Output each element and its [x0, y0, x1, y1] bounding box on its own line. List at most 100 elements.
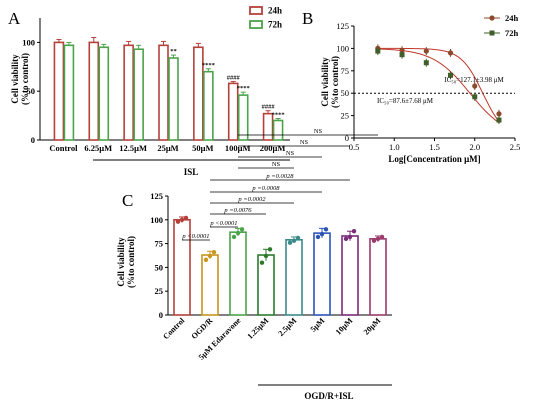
panel-c-x-tick-label: 5μM — [309, 316, 327, 334]
panel-b-point — [423, 48, 429, 54]
panel-c-comparison-label: p <0.0001 — [181, 233, 209, 240]
panel-a-x-tick-label: Control — [49, 143, 78, 153]
panel-a-significance: ** — [170, 48, 177, 55]
panel-c-point — [259, 260, 265, 265]
panel-b-ic50-24h: IC₅₀=127.1±3.98 μM — [444, 76, 504, 84]
panel-a-chart: 0 50 100 Cell viability(%to control) Control… — [10, 6, 290, 177]
panel-a-y-tick-label: 50 — [27, 86, 36, 96]
panel-b-y-axis-title: Cell viability(%to control) — [320, 56, 340, 108]
panel-c-comparison-label: NS — [286, 150, 295, 157]
panel-a-bar — [98, 46, 110, 141]
panel-a-bar — [53, 41, 65, 141]
panel-a-x-tick-label: 50μM — [192, 143, 213, 153]
panel-b-x-tick-label: 2.5 — [510, 142, 521, 152]
panel-b-x-tick-label: 1.5 — [429, 142, 440, 152]
panel-c-bar — [201, 254, 219, 316]
panel-b-point — [496, 117, 502, 123]
panel-a-bar — [63, 44, 75, 141]
panel-b-point — [472, 94, 478, 100]
panel-c-x-tick-label: 1.25μM — [246, 316, 271, 341]
panel-a-significance: **** — [272, 112, 285, 119]
panel-a-significance: #### — [227, 74, 241, 81]
panel-a-bar — [158, 44, 169, 141]
panel-b-chart: 0 25 50 75 100 125 0.5 1.0 1.5 2.0 2.5 Log[Concentr… — [320, 13, 520, 164]
panel-b-fit-curve — [377, 47, 500, 122]
panel-b-point — [375, 48, 381, 54]
panel-c-x-tick-label: 2.5μM — [276, 316, 298, 338]
panel-c-comparison-label: NS — [300, 139, 309, 146]
panel-c-point — [231, 234, 237, 240]
panel-a-y-tick-label: 100 — [22, 37, 35, 47]
panel-c-x-tick-label: Control — [161, 316, 187, 342]
panel-b-x-tick-label: 0.5 — [349, 142, 360, 152]
panel-a-x-tick-label: 100μM — [225, 143, 251, 153]
panel-c-x-tick-label: OGD/R — [189, 316, 214, 341]
panel-c-chart: 0 25 50 75 100 125 Cell viability(%to control)… — [116, 128, 392, 401]
panel-b-y-tick-label: 125 — [336, 21, 349, 31]
panel-b-y-tick-label: 0 — [345, 133, 349, 143]
panel-c-point — [175, 219, 181, 224]
panel-c-point — [315, 234, 321, 240]
panel-a-bar — [88, 41, 100, 141]
panel-c-point — [375, 236, 381, 242]
panel-c-point — [267, 247, 273, 252]
panel-c-bar — [285, 238, 303, 316]
panel-c-point — [235, 230, 241, 236]
panel-c-point — [183, 215, 189, 221]
panel-a-x-tick-label: 6.25μM — [84, 143, 112, 153]
panel-c-y-tick-label: 50 — [155, 262, 164, 272]
panel-c-comparison-label: p =0.0008 — [251, 185, 280, 192]
panel-b-y-tick-label: 25 — [341, 111, 350, 121]
panel-c-point — [263, 253, 269, 259]
panel-c-bar — [229, 231, 247, 316]
panel-c-point — [203, 257, 209, 262]
panel-c-group-label: OGD/R+ISL — [304, 391, 353, 401]
panel-b-label: B — [302, 9, 313, 28]
panel-c-y-tick-label: 100 — [150, 215, 163, 225]
panel-c-point — [343, 236, 349, 242]
panel-c-point — [207, 253, 213, 259]
panel-b-point — [423, 60, 429, 66]
panel-c-y-tick-label: 0 — [159, 310, 163, 320]
panel-c-y-tick-label: 125 — [150, 191, 163, 201]
panel-c-point — [319, 231, 325, 237]
panel-c-comparison-label: NS — [272, 161, 281, 168]
panel-c-y-axis-title: Cell viability(%to control) — [116, 236, 136, 288]
panel-b-fit-curve — [377, 48, 500, 124]
panel-a-significance: #### — [262, 104, 276, 111]
panel-c-point — [379, 234, 385, 240]
panel-a-legend-label: 24h — [268, 6, 282, 16]
panel-a-bar — [123, 44, 134, 141]
panel-b-legend-marker — [489, 15, 495, 21]
panel-c-bar — [369, 238, 387, 316]
panel-b-y-tick-label: 50 — [341, 88, 350, 98]
panel-c-point — [291, 238, 297, 243]
panel-c-comparison-label: p <0.0001 — [209, 220, 237, 227]
panel-a-x-tick-label: 25μM — [157, 143, 178, 153]
panel-c-y-tick-label: 75 — [155, 239, 164, 249]
panel-a-y-tick-label: 0 — [31, 135, 35, 145]
panel-c-point — [287, 240, 293, 245]
panel-a-label: A — [8, 9, 21, 28]
panel-a-group-label: ISL — [184, 167, 199, 177]
panel-b-x-tick-label: 2.0 — [469, 142, 480, 152]
panel-c-x-tick-label: 20μM — [362, 316, 383, 337]
panel-c-point — [179, 217, 185, 222]
panel-c-point — [239, 227, 245, 232]
panel-b-point — [496, 111, 502, 117]
panel-a-legend-label: 72h — [268, 20, 282, 30]
panel-c-point — [211, 249, 217, 255]
panel-a-y-axis-title: Cell viability(%to control) — [10, 53, 30, 105]
panel-c-y-tick-label: 25 — [155, 286, 164, 296]
panel-c-comparison-label: NS — [314, 128, 323, 135]
panel-a-legend-swatch — [249, 6, 263, 15]
panel-c-label: C — [122, 191, 133, 210]
panel-c-point — [351, 229, 357, 234]
panel-c-point — [347, 234, 353, 240]
panel-b-legend-label: 24h — [505, 13, 519, 23]
panel-a-x-tick-label: 200μM — [260, 143, 286, 153]
panel-c-comparison-label: p =0.0028 — [265, 173, 294, 180]
panel-c-bar — [313, 232, 331, 316]
panel-b-legend-label: 72h — [505, 28, 519, 38]
